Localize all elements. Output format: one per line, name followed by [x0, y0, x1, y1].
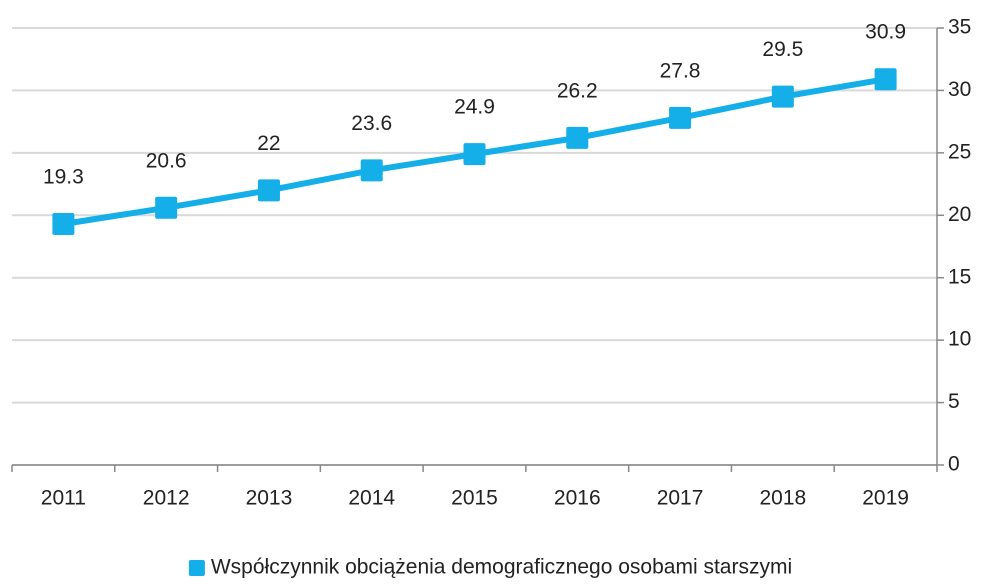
x-tick-label: 2013 [246, 487, 293, 510]
data-label: 27.8 [660, 59, 701, 82]
x-tick-label: 2015 [451, 487, 498, 510]
y-tick-label: 5 [948, 390, 960, 413]
data-label: 30.9 [865, 21, 906, 44]
x-tick-label: 2016 [554, 487, 601, 510]
data-label: 23.6 [351, 112, 392, 135]
data-label: 20.6 [146, 149, 187, 172]
marker [669, 106, 692, 129]
y-tick-label: 30 [948, 78, 971, 101]
marker [463, 143, 486, 166]
marker [874, 68, 897, 91]
x-tick-label: 2014 [348, 487, 395, 510]
legend-marker [188, 560, 205, 576]
y-tick-label: 20 [948, 203, 971, 226]
data-label: 26.2 [557, 79, 598, 102]
y-tick-label: 35 [948, 16, 971, 39]
marker [771, 85, 794, 108]
data-label: 24.9 [454, 96, 495, 119]
x-tick-label: 2012 [143, 487, 190, 510]
x-tick-label: 2018 [759, 487, 806, 510]
marker [155, 196, 178, 219]
marker [257, 179, 280, 202]
data-label: 29.5 [762, 38, 803, 61]
marker [360, 159, 383, 182]
data-label: 19.3 [43, 166, 84, 189]
y-tick-label: 10 [948, 328, 971, 351]
x-tick-label: 2017 [657, 487, 704, 510]
y-tick-label: 0 [948, 453, 960, 476]
x-tick-label: 2019 [862, 487, 909, 510]
legend-label: Współczynnik obciążenia demograficznego … [211, 556, 792, 579]
marker [566, 126, 589, 149]
y-tick-label: 25 [948, 140, 971, 163]
marker [52, 213, 75, 236]
x-tick-label: 2011 [41, 487, 86, 510]
data-label: 22 [257, 132, 280, 155]
y-tick-label: 15 [948, 265, 971, 288]
